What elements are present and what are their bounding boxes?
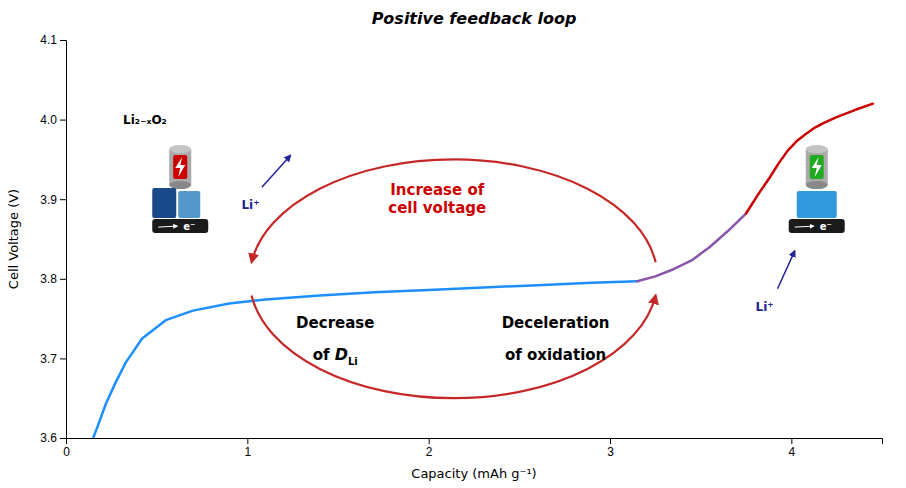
annotation-line: Increase of	[390, 181, 484, 199]
y-tick-mark	[60, 279, 66, 280]
loop-arrow	[252, 295, 656, 398]
ion-label: Li⁺	[241, 198, 259, 212]
x-tick-label: 1	[244, 445, 251, 459]
y-axis: 3.6 3.7 3.8 3.9 4.0 4.1	[40, 33, 66, 445]
annotation: of oxidation	[505, 346, 606, 364]
y-axis-line	[60, 41, 67, 439]
x-axis-title: Capacity (mAh g⁻¹)	[411, 466, 536, 481]
lines	[93, 104, 873, 438]
annotation: of DLi	[313, 345, 358, 367]
battery-body	[806, 149, 828, 185]
y-tick-mark	[60, 358, 66, 359]
increase-label: Increase ofcell voltage	[388, 181, 486, 217]
battery-bolt	[175, 157, 185, 177]
battery-icon: e⁻	[789, 145, 845, 233]
y-tick: 3.7	[40, 352, 66, 366]
y-tick-mark	[60, 438, 66, 439]
title: Positive feedback loop	[372, 9, 577, 28]
x-tick-mark	[610, 438, 611, 444]
x-axis-line	[67, 439, 883, 445]
x-tick: 1	[244, 438, 251, 459]
y-tick: 3.8	[40, 272, 66, 286]
electron-label: e⁻	[183, 221, 195, 232]
x-tick-mark	[429, 438, 430, 444]
y-tick-mark	[60, 120, 66, 121]
x-tick-label: 3	[607, 445, 614, 459]
y-tick: 4.0	[40, 113, 66, 127]
battery-platform	[152, 219, 208, 233]
battery-indicator	[173, 155, 187, 179]
annotation: Decrease	[296, 314, 374, 332]
loop-arrow	[252, 159, 656, 262]
annotation-part: Li	[348, 356, 358, 367]
battery-top	[806, 145, 828, 153]
electrode-block	[797, 191, 837, 218]
line	[93, 281, 637, 438]
battery-icon: e⁻	[152, 145, 208, 233]
x-tick: 0	[63, 438, 70, 459]
x-tick-mark	[247, 438, 248, 444]
x-tick-label: 4	[788, 445, 795, 459]
annotation-part: D	[335, 345, 348, 364]
x-axis: 0 1 2 3 4	[63, 438, 882, 459]
x-tick-label: 0	[63, 445, 70, 459]
feedback-loop	[252, 159, 656, 398]
battery-bottom	[169, 181, 191, 189]
chart: 0 1 2 3 4 3.6 3.7 3.8 3.9 4.0 4.1 Capacity (mAh g⁻¹…	[0, 0, 906, 488]
annotations: Increase ofcell voltage Decrease Decelerat…	[123, 113, 773, 367]
y-tick-label: 4.0	[40, 113, 57, 127]
battery-bottom	[806, 181, 828, 189]
annotation: Deceleration	[502, 314, 610, 332]
battery-bolt	[812, 157, 822, 177]
y-tick-mark	[60, 199, 66, 200]
x-tick: 3	[607, 438, 614, 459]
x-tick-mark	[791, 438, 792, 444]
y-axis-title: Cell Voltage (V)	[6, 189, 21, 289]
ion-label: Li⁺	[756, 300, 774, 314]
y-tick-label: 3.6	[40, 431, 57, 445]
battery-body	[169, 149, 191, 185]
electron-label: e⁻	[820, 221, 832, 232]
species-label: Li₂₋ₓO₂	[123, 113, 167, 127]
battery-platform	[789, 219, 845, 233]
y-tick-label: 4.1	[40, 33, 57, 47]
annotation-part: of	[313, 346, 330, 364]
annotation-line: cell voltage	[388, 199, 486, 217]
y-tick: 3.6	[40, 431, 66, 445]
electron-arrow	[795, 226, 814, 227]
y-tick: 4.1	[40, 33, 66, 47]
y-tick-label: 3.9	[40, 193, 57, 207]
y-tick-label: 3.8	[40, 272, 57, 286]
y-tick-label: 3.7	[40, 352, 57, 366]
y-tick: 3.9	[40, 193, 66, 207]
ion-arrow	[262, 155, 291, 187]
battery-indicator	[810, 155, 824, 179]
y-tick-mark	[60, 40, 66, 41]
ion-arrow	[778, 251, 795, 289]
x-tick: 2	[426, 438, 433, 459]
electrode-block	[178, 191, 200, 218]
battery-top	[169, 145, 191, 153]
plot: 0 1 2 3 4 3.6 3.7 3.8 3.9 4.0 4.1 Capacity (mAh g⁻¹…	[6, 33, 883, 481]
line	[637, 214, 746, 282]
electron-arrow	[158, 226, 177, 227]
x-tick-label: 2	[426, 445, 433, 459]
electrode-block	[152, 188, 176, 218]
x-tick: 4	[788, 438, 795, 459]
